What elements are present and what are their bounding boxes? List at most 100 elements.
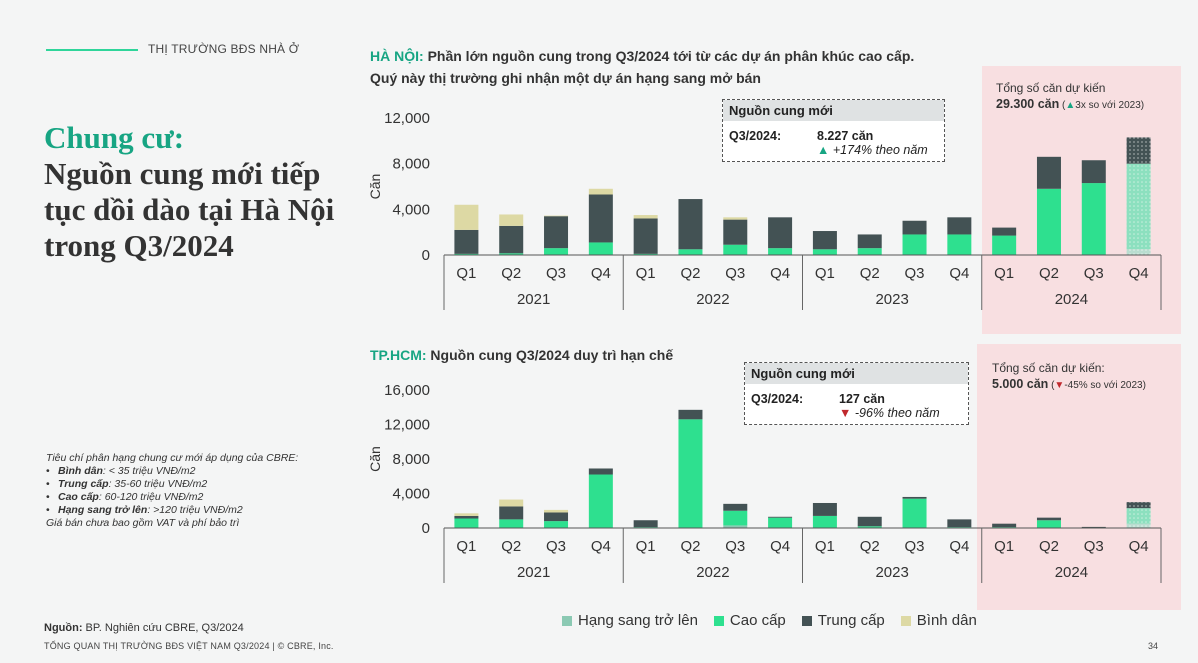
hn-bar-binh-dan — [544, 215, 569, 217]
hn-y-tick-label: 4,000 — [392, 201, 430, 218]
hcm-y-tick-label: 0 — [422, 520, 430, 537]
hn-bar-hang-sang — [1126, 249, 1151, 255]
hcm-x-tick-label: Q2 — [680, 538, 700, 555]
hcm-bar-cao-cap — [454, 518, 479, 528]
hcm-forecast-band — [977, 344, 1181, 610]
hcm-bar-trung-cap — [992, 523, 1017, 528]
hn-bar-binh-dan — [588, 188, 613, 195]
hcm-y-tick-label: 16,000 — [384, 382, 430, 399]
page-number: 34 — [1148, 641, 1159, 651]
hn-bar-cao-cap — [768, 248, 793, 255]
criteria-intro: Tiêu chí phân hạng chung cư mới áp dụng … — [46, 452, 299, 464]
hcm-bar-hang-sang — [723, 525, 748, 528]
hcm-bar-trung-cap — [1081, 526, 1106, 528]
hn-forecast-note: Tổng số căn dự kiến 29.300 căn (▲3x so v… — [996, 81, 1145, 111]
hn-bar-cao-cap — [902, 234, 927, 255]
hn-bar-trung-cap — [633, 218, 658, 254]
hcm-year-label: 2021 — [517, 564, 550, 581]
footer-text: TỔNG QUAN THỊ TRƯỜNG BĐS VIỆT NAM Q3/202… — [44, 641, 334, 651]
hn-x-tick-label: Q3 — [905, 265, 925, 282]
hn-x-tick-label: Q3 — [725, 265, 745, 282]
legend-item-hang-sang: Hạng sang trở lên — [562, 612, 698, 629]
hcm-y-tick-label: 4,000 — [392, 486, 430, 503]
hn-x-tick-label: Q4 — [591, 265, 611, 282]
hn-x-tick-label: Q1 — [994, 265, 1014, 282]
hn-bar-trung-cap — [499, 225, 524, 254]
hcm-bar-binh-dan — [544, 509, 569, 513]
hcm-bar-cao-cap — [857, 526, 882, 528]
hn-new-supply-callout: Nguồn cung mới Q3/2024: 8.227 căn ▲ +174%… — [722, 99, 945, 162]
hn-x-tick-label: Q1 — [456, 265, 476, 282]
hcm-bar-cao-cap — [768, 517, 793, 528]
hn-x-tick-label: Q3 — [546, 265, 566, 282]
hn-y-tick-label: 0 — [422, 247, 430, 264]
hcm-x-tick-label: Q3 — [1084, 538, 1104, 555]
hn-bar-cao-cap — [633, 253, 658, 255]
hn-bar-cao-cap — [1036, 188, 1061, 255]
hcm-bar-trung-cap — [768, 516, 793, 518]
hcm-bar-trung-cap — [499, 506, 524, 520]
hn-bar-cao-cap — [947, 234, 972, 255]
legend-item-binh-dan: Bình dân — [900, 612, 977, 629]
hn-bar-binh-dan — [499, 214, 524, 226]
hcm-x-tick-label: Q3 — [546, 538, 566, 555]
hcm-x-tick-label: Q4 — [1129, 538, 1149, 555]
hcm-year-label: 2024 — [1055, 564, 1088, 581]
hn-x-tick-label: Q2 — [860, 265, 880, 282]
hcm-bar-trung-cap — [454, 515, 479, 519]
hn-bar-cao-cap — [1081, 183, 1106, 255]
hcm-bar-cao-cap — [678, 419, 703, 528]
hcm-bar-cao-cap — [1126, 508, 1151, 524]
hcm-y-axis-label: Căn — [367, 446, 383, 472]
criteria-item: Trung cấp: 35-60 triệu VNĐ/m2 — [46, 478, 366, 491]
hn-year-label: 2021 — [517, 291, 550, 308]
hn-x-tick-label: Q3 — [1084, 265, 1104, 282]
hcm-bar-hang-sang — [1126, 523, 1151, 528]
hcm-x-tick-label: Q4 — [591, 538, 611, 555]
criteria-note: Giá bán chưa bao gồm VAT và phí bảo trì — [46, 517, 240, 529]
hcm-new-supply-callout: Nguồn cung mới Q3/2024: 127 căn ▼ -96% th… — [744, 362, 969, 425]
hn-x-tick-label: Q2 — [1039, 265, 1059, 282]
hcm-bar-trung-cap — [723, 503, 748, 511]
legend-swatch — [801, 615, 812, 626]
hcm-bar-cao-cap — [544, 521, 569, 528]
hn-year-label: 2023 — [875, 291, 908, 308]
hn-y-axis-label: Căn — [367, 174, 383, 200]
source-note: Nguồn: BP. Nghiên cứu CBRE, Q3/2024 — [44, 622, 244, 634]
hn-x-tick-label: Q1 — [636, 265, 656, 282]
hcm-x-tick-label: Q3 — [725, 538, 745, 555]
segment-criteria: Tiêu chí phân hạng chung cư mới áp dụng … — [46, 452, 366, 530]
hcm-x-tick-label: Q1 — [815, 538, 835, 555]
hcm-bar-cao-cap — [902, 498, 927, 528]
hn-bar-cao-cap — [588, 242, 613, 255]
hn-bar-trung-cap — [454, 229, 479, 254]
hcm-bar-cao-cap — [499, 519, 524, 528]
hn-bar-trung-cap — [1126, 137, 1151, 164]
hcm-bar-trung-cap — [544, 512, 569, 522]
down-triangle-icon: ▼ — [839, 406, 852, 420]
criteria-item: Hạng sang trở lên: >120 triệu VNĐ/m2 — [46, 504, 366, 517]
hcm-forecast-note: Tổng số căn dự kiến: 5.000 căn (▼-45% so… — [992, 361, 1146, 391]
hcm-bar-cao-cap — [723, 510, 748, 526]
hcm-x-tick-label: Q2 — [501, 538, 521, 555]
hn-x-tick-label: Q4 — [949, 265, 969, 282]
hn-x-tick-label: Q1 — [815, 265, 835, 282]
hcm-bar-trung-cap — [812, 502, 837, 516]
hn-x-tick-label: Q2 — [501, 265, 521, 282]
hn-bar-trung-cap — [812, 231, 837, 250]
hn-bar-trung-cap — [857, 234, 882, 249]
hn-y-tick-label: 12,000 — [384, 110, 430, 127]
hn-bar-trung-cap — [1036, 156, 1061, 189]
hcm-x-tick-label: Q1 — [636, 538, 656, 555]
hn-bar-trung-cap — [768, 217, 793, 249]
hcm-x-tick-label: Q2 — [1039, 538, 1059, 555]
hn-bar-binh-dan — [454, 204, 479, 230]
hcm-bar-trung-cap — [1036, 517, 1061, 521]
legend-swatch — [713, 615, 724, 626]
title-line-1: Chung cư: — [44, 120, 185, 155]
hn-bar-trung-cap — [902, 220, 927, 235]
hn-chart-title: HÀ NỘI: Phần lớn nguồn cung trong Q3/202… — [370, 48, 915, 86]
hcm-x-tick-label: Q2 — [860, 538, 880, 555]
up-triangle-icon: ▲ — [817, 143, 830, 157]
